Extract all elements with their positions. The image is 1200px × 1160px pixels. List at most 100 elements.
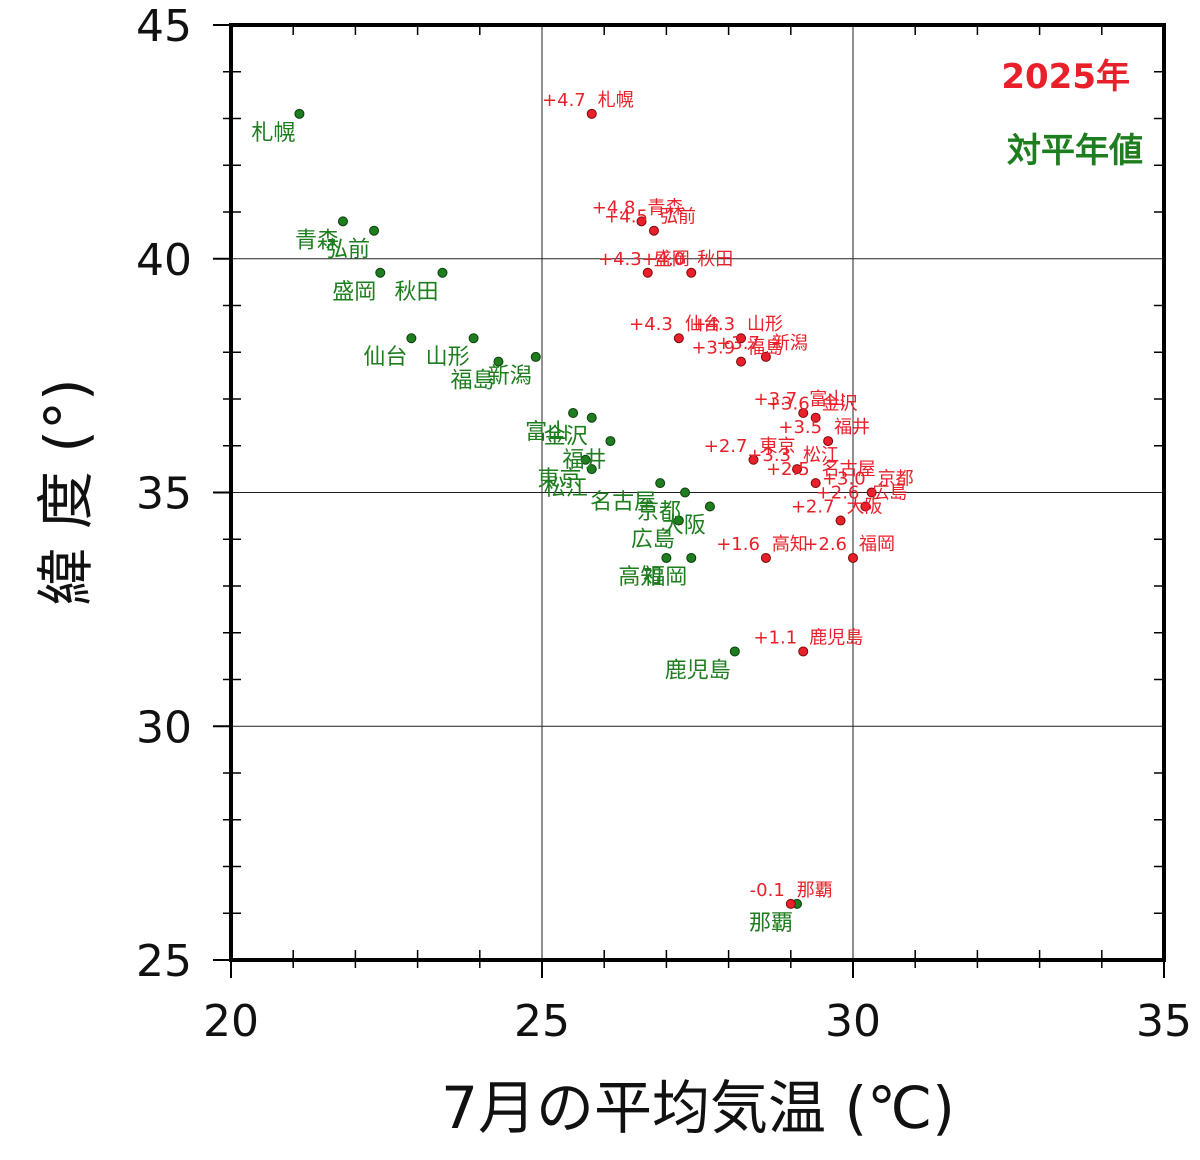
anomaly-label: +3.0 <box>822 469 866 490</box>
y-axis-title: 緯 度 (°) <box>32 378 100 605</box>
gridlines <box>231 25 1164 960</box>
normal-point-label: 高知 <box>618 565 662 590</box>
y-tick-label: 40 <box>136 235 192 286</box>
y-tick-label: 25 <box>136 936 192 987</box>
y-tick-label: 30 <box>136 702 192 753</box>
normal-point-label: 鹿児島 <box>665 658 731 683</box>
point-2025-label: 金沢 <box>822 394 858 415</box>
normal-point-label: 京都 <box>637 500 681 525</box>
normal-point-label: 仙台 <box>363 345 407 370</box>
normal-point-label: 新潟 <box>488 364 532 389</box>
anomaly-label: -0.1 <box>750 880 785 901</box>
point-2025 <box>636 216 647 227</box>
x-tick-label: 20 <box>203 996 259 1047</box>
normal-point-label: 大阪 <box>662 514 706 539</box>
anomaly-label: +4.8 <box>592 197 636 218</box>
point-2025 <box>848 552 858 563</box>
point-2025 <box>673 333 684 344</box>
point-2025-label: 名古屋 <box>822 459 876 480</box>
normal-point <box>586 412 597 423</box>
point-2025 <box>736 356 747 367</box>
anomaly-label: +2.6 <box>803 534 847 555</box>
normal-point-label: 東京 <box>538 467 582 492</box>
normal-point <box>369 225 380 236</box>
point-2025 <box>798 408 809 419</box>
anomaly-label: +3.7 <box>754 389 798 410</box>
anomaly-label: +2.7 <box>791 497 835 518</box>
x-tick-label: 25 <box>514 996 570 1047</box>
point-2025-label: 山形 <box>747 314 783 335</box>
anomaly-label: +2.7 <box>704 436 748 457</box>
point-2025-label: 盛岡 <box>654 249 690 270</box>
point-2025 <box>792 464 803 475</box>
normal-point <box>661 552 672 563</box>
normal-point-label: 山形 <box>426 345 470 370</box>
x-tick-label: 35 <box>1136 996 1192 1047</box>
normal-point <box>294 108 305 119</box>
point-2025 <box>866 487 877 498</box>
normal-point <box>680 487 691 498</box>
y-tick-label: 35 <box>136 469 192 520</box>
anomaly-label: +2.6 <box>816 483 860 504</box>
anomaly-label: +3.9 <box>691 338 735 359</box>
normal-point-label: 弘前 <box>326 238 370 263</box>
y-tick-labels: 25 30 35 40 45 <box>136 1 192 987</box>
normal-point <box>673 515 684 526</box>
normal-point-label: 松江 <box>544 476 588 501</box>
normal-point-label: 秋田 <box>394 280 438 305</box>
point-2025-label: 福島 <box>747 338 783 359</box>
normal-point <box>605 436 616 447</box>
point-2025-label: 那覇 <box>797 880 833 901</box>
point-2025 <box>760 552 771 563</box>
normal-point <box>437 267 448 278</box>
plot-frame <box>229 23 1166 962</box>
anomaly-label: +4.7 <box>542 90 586 111</box>
normal-point-label: 広島 <box>631 528 675 553</box>
anomaly-label: +4.0 <box>642 249 686 270</box>
normal-series <box>294 108 803 909</box>
point-2025-label: 高知 <box>772 534 808 555</box>
anomaly-label: +4.3 <box>629 314 673 335</box>
point-2025 <box>648 225 659 236</box>
normal-point <box>586 464 597 475</box>
point-2025 <box>642 267 653 278</box>
anomaly-label: +4.3 <box>598 249 642 270</box>
normal-point <box>337 216 348 227</box>
normal-point <box>493 356 504 367</box>
normal-point-label: 富山 <box>525 420 569 445</box>
legend-2025: 2025年 <box>1001 57 1130 97</box>
point-2025 <box>835 515 846 526</box>
point-2025-label: 秋田 <box>697 249 733 270</box>
point-2025-label: 東京 <box>759 436 795 457</box>
normal-point-label: 福井 <box>562 448 606 473</box>
point-2025-label: 松江 <box>803 445 839 466</box>
point-2025 <box>785 898 796 909</box>
x-axis-title: 7月の平均気温 (℃) <box>441 1074 955 1142</box>
normal-point-label: 福岡 <box>643 565 687 590</box>
series-2025 <box>586 108 877 909</box>
anomaly-label: +3.3 <box>747 445 791 466</box>
normal-point-label: 福島 <box>450 369 494 394</box>
normal-point <box>568 408 579 419</box>
point-2025 <box>686 267 697 278</box>
normal-point-label: 札幌 <box>251 121 295 146</box>
labels-2025: +4.7 札幌+4.8 青森+4.5 弘前+4.3 盛岡+4.0 秋田+4.3 仙台+4.3… <box>542 90 914 901</box>
legend-normal: 対平年値 <box>1007 131 1143 171</box>
point-2025 <box>736 333 747 344</box>
point-2025 <box>586 108 597 119</box>
point-2025 <box>798 646 809 657</box>
anomaly-label: +4.5 <box>604 207 648 228</box>
point-2025-label: 福岡 <box>859 534 895 555</box>
anomaly-label: +1.1 <box>754 627 798 648</box>
point-2025-label: 富山 <box>809 389 845 410</box>
point-2025 <box>823 436 834 447</box>
normal-point <box>530 351 541 362</box>
point-2025-label: 鹿児島 <box>809 627 863 648</box>
anomaly-label: +1.6 <box>716 534 760 555</box>
normal-point-label: 金沢 <box>544 425 588 450</box>
normal-point <box>468 333 479 344</box>
normal-point-label: 那覇 <box>749 911 793 936</box>
point-2025 <box>810 478 821 489</box>
